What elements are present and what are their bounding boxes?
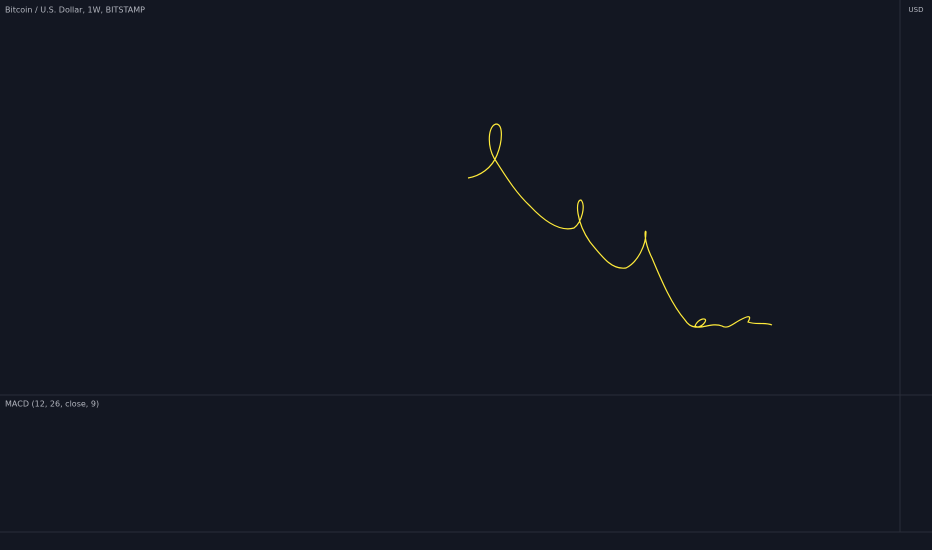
chart-title: Bitcoin / U.S. Dollar, 1W, BITSTAMP	[5, 6, 145, 15]
freehand-drawing	[467, 123, 773, 328]
currency: USD	[909, 6, 924, 14]
macd-title: MACD (12, 26, close, 9)	[5, 400, 99, 409]
